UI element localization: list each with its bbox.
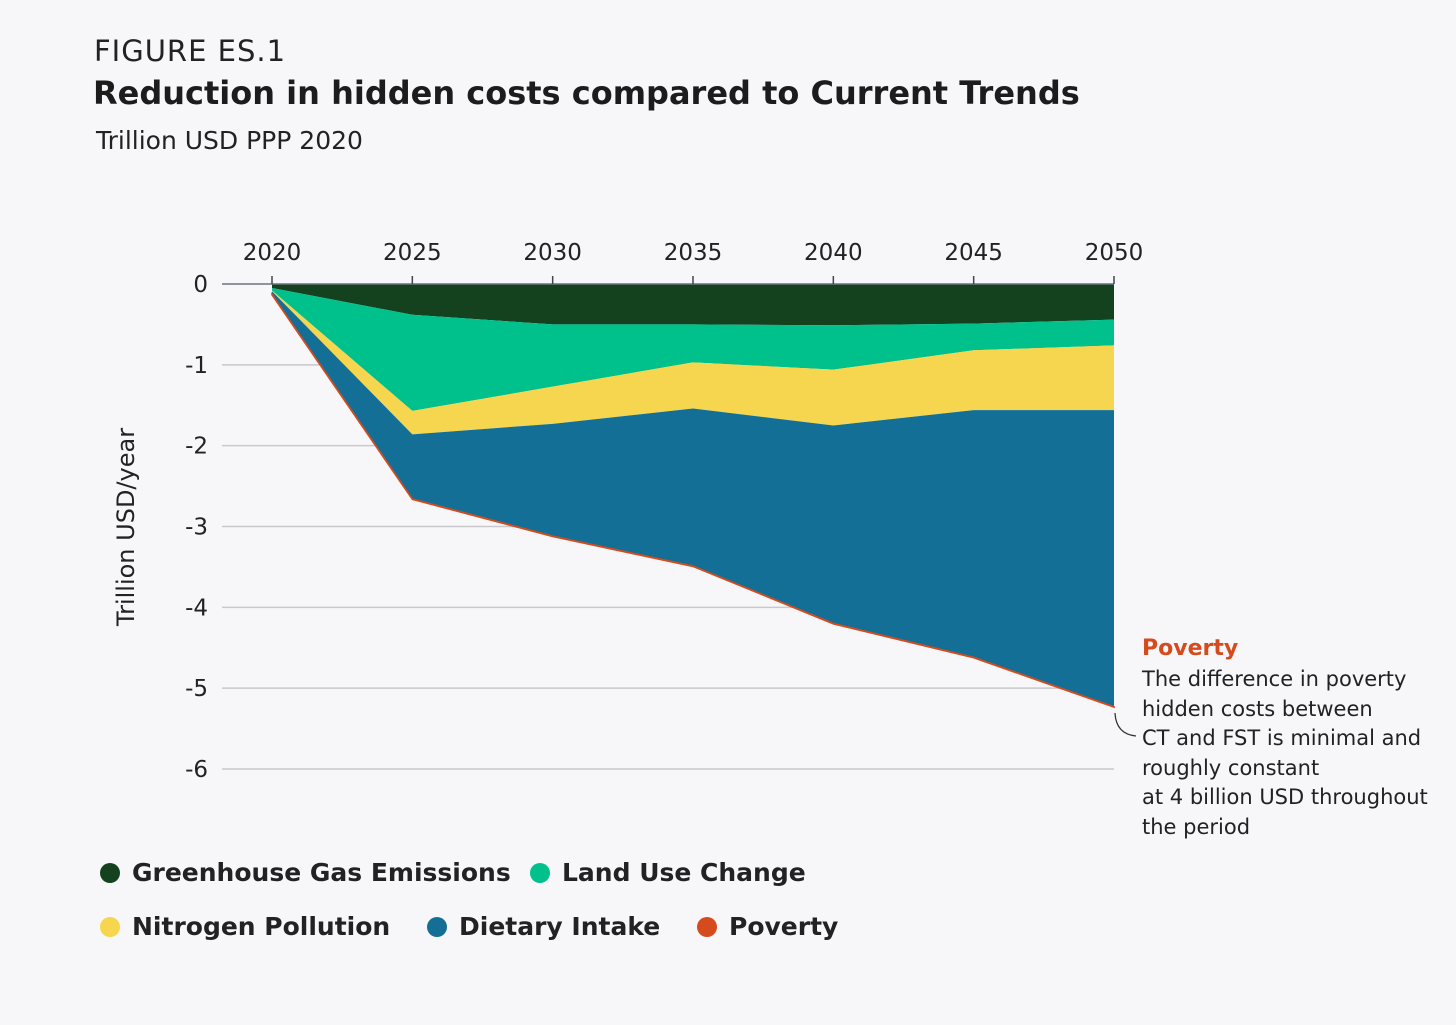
legend-label: Greenhouse Gas Emissions	[132, 858, 511, 887]
area-dietary-intake	[272, 291, 1114, 707]
legend-marker	[427, 916, 447, 937]
y-tick-label: -5	[185, 676, 208, 702]
legend-label: Land Use Change	[562, 858, 806, 887]
figure-label: FIGURE ES.1	[94, 34, 287, 68]
y-tick-label: -6	[185, 757, 208, 783]
legend-marker	[100, 916, 120, 937]
legend-item-poverty: Poverty	[697, 912, 838, 941]
legend-label: Poverty	[729, 912, 839, 941]
x-tick-label: 2025	[383, 240, 442, 266]
chart-subtitle: Trillion USD PPP 2020	[96, 126, 363, 155]
x-tick-label: 2030	[523, 240, 582, 266]
y-tick-label: -1	[185, 353, 208, 379]
annotation-text: The difference in poverty hidden costs b…	[1142, 667, 1428, 839]
x-tick-label: 2045	[944, 240, 1003, 266]
y-axis-ticks: 0 -1 -2 -3 -4 -5 -6	[185, 272, 208, 783]
legend-marker	[530, 862, 550, 883]
x-tick-label: 2035	[664, 240, 723, 266]
x-tick-label: 2040	[804, 240, 863, 266]
y-tick-label: 0	[193, 272, 208, 298]
area-land-use-change	[272, 288, 1114, 411]
x-axis-ticks: 2020 2025 2030 2035 2040 2045 2050	[243, 240, 1144, 284]
y-axis-label: Trillion USD/year	[112, 428, 140, 627]
area-greenhouse-gas-emissions	[272, 284, 1114, 326]
y-tick-label: -3	[185, 515, 208, 541]
legend-label: Nitrogen Pollution	[132, 912, 391, 941]
area-poverty	[271, 291, 1115, 709]
x-tick-label: 2020	[243, 240, 302, 266]
x-tick-label: 2050	[1085, 240, 1144, 266]
legend-marker	[697, 916, 717, 937]
legend-label: Dietary Intake	[459, 912, 661, 941]
legend-item-land-use-change: Land Use Change	[530, 858, 806, 887]
legend-item-nitrogen-pollution: Nitrogen Pollution	[100, 912, 390, 941]
legend-item-greenhouse-gas-emissions: Greenhouse Gas Emissions	[100, 858, 511, 887]
legend-item-dietary-intake: Dietary Intake	[427, 912, 660, 941]
y-tick-label: -2	[185, 434, 208, 460]
chart-title: Reduction in hidden costs compared to Cu…	[93, 74, 1080, 112]
legend-marker	[100, 862, 120, 883]
annotation-title: Poverty	[1142, 636, 1239, 661]
area-nitrogen-pollution	[272, 290, 1114, 435]
annotation-leader-line	[1114, 712, 1137, 737]
chart-areas	[271, 284, 1115, 709]
y-tick-label: -4	[185, 595, 208, 621]
